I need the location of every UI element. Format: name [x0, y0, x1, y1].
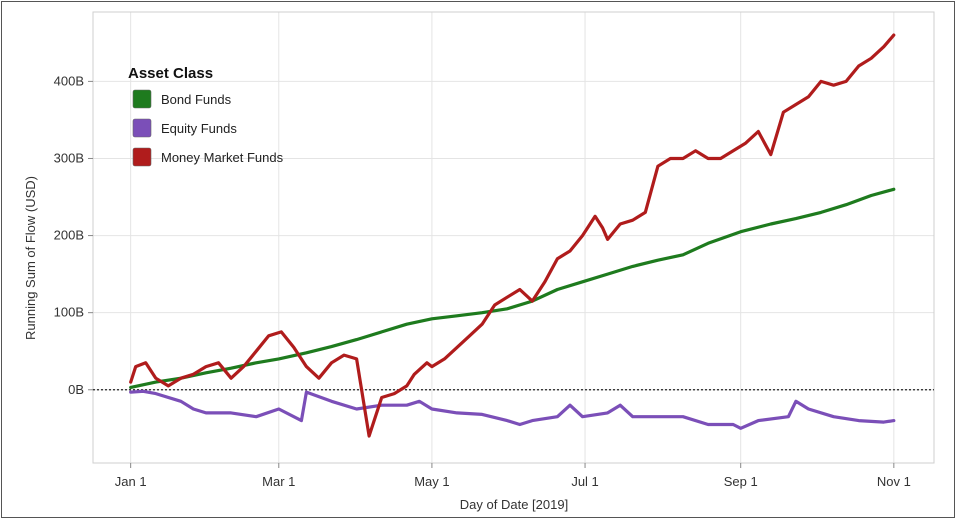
y-tick-label: 100B: [54, 305, 84, 320]
x-tick-label: May 1: [414, 474, 449, 489]
x-axis-title: Day of Date [2019]: [460, 497, 568, 512]
bond-funds-line: [129, 187, 896, 389]
x-tick-label: Jul 1: [571, 474, 598, 489]
grid-lines: [93, 12, 934, 463]
y-tick-label: 0B: [68, 382, 84, 397]
y-tick-label: 400B: [54, 73, 84, 88]
legend-items: Bond Funds Equity Funds Money Market Funds: [132, 89, 284, 167]
bond-funds-legend-swatch: [132, 89, 152, 109]
equity-funds-line: [129, 389, 896, 430]
money-market-funds-line: [129, 33, 896, 438]
x-tick-label: Jan 1: [115, 474, 147, 489]
y-axis-title: Running Sum of Flow (USD): [23, 176, 38, 340]
x-tick-label: Nov 1: [877, 474, 911, 489]
y-tick-label: 200B: [54, 228, 84, 243]
y-tick-label: 300B: [54, 150, 84, 165]
money-market-funds-legend-swatch: [132, 147, 152, 167]
x-tick-label: Mar 1: [262, 474, 295, 489]
equity-funds-legend-swatch: [132, 118, 152, 138]
plot-area: [92, 11, 935, 464]
legend-label: Money Market Funds: [161, 150, 284, 165]
series-layer: [129, 33, 896, 438]
x-tick-label: Sep 1: [724, 474, 758, 489]
legend-label: Bond Funds: [161, 92, 232, 107]
legend-title: Asset Class: [128, 65, 213, 82]
legend-label: Equity Funds: [161, 121, 237, 136]
axis-ticks: Jan 1 Mar 1 May 1 Jul 1 Sep 1 Nov 1 0B 100B 200B…: [54, 73, 911, 489]
legend: Asset Class Bond Funds Equity Funds Money …: [128, 65, 284, 167]
